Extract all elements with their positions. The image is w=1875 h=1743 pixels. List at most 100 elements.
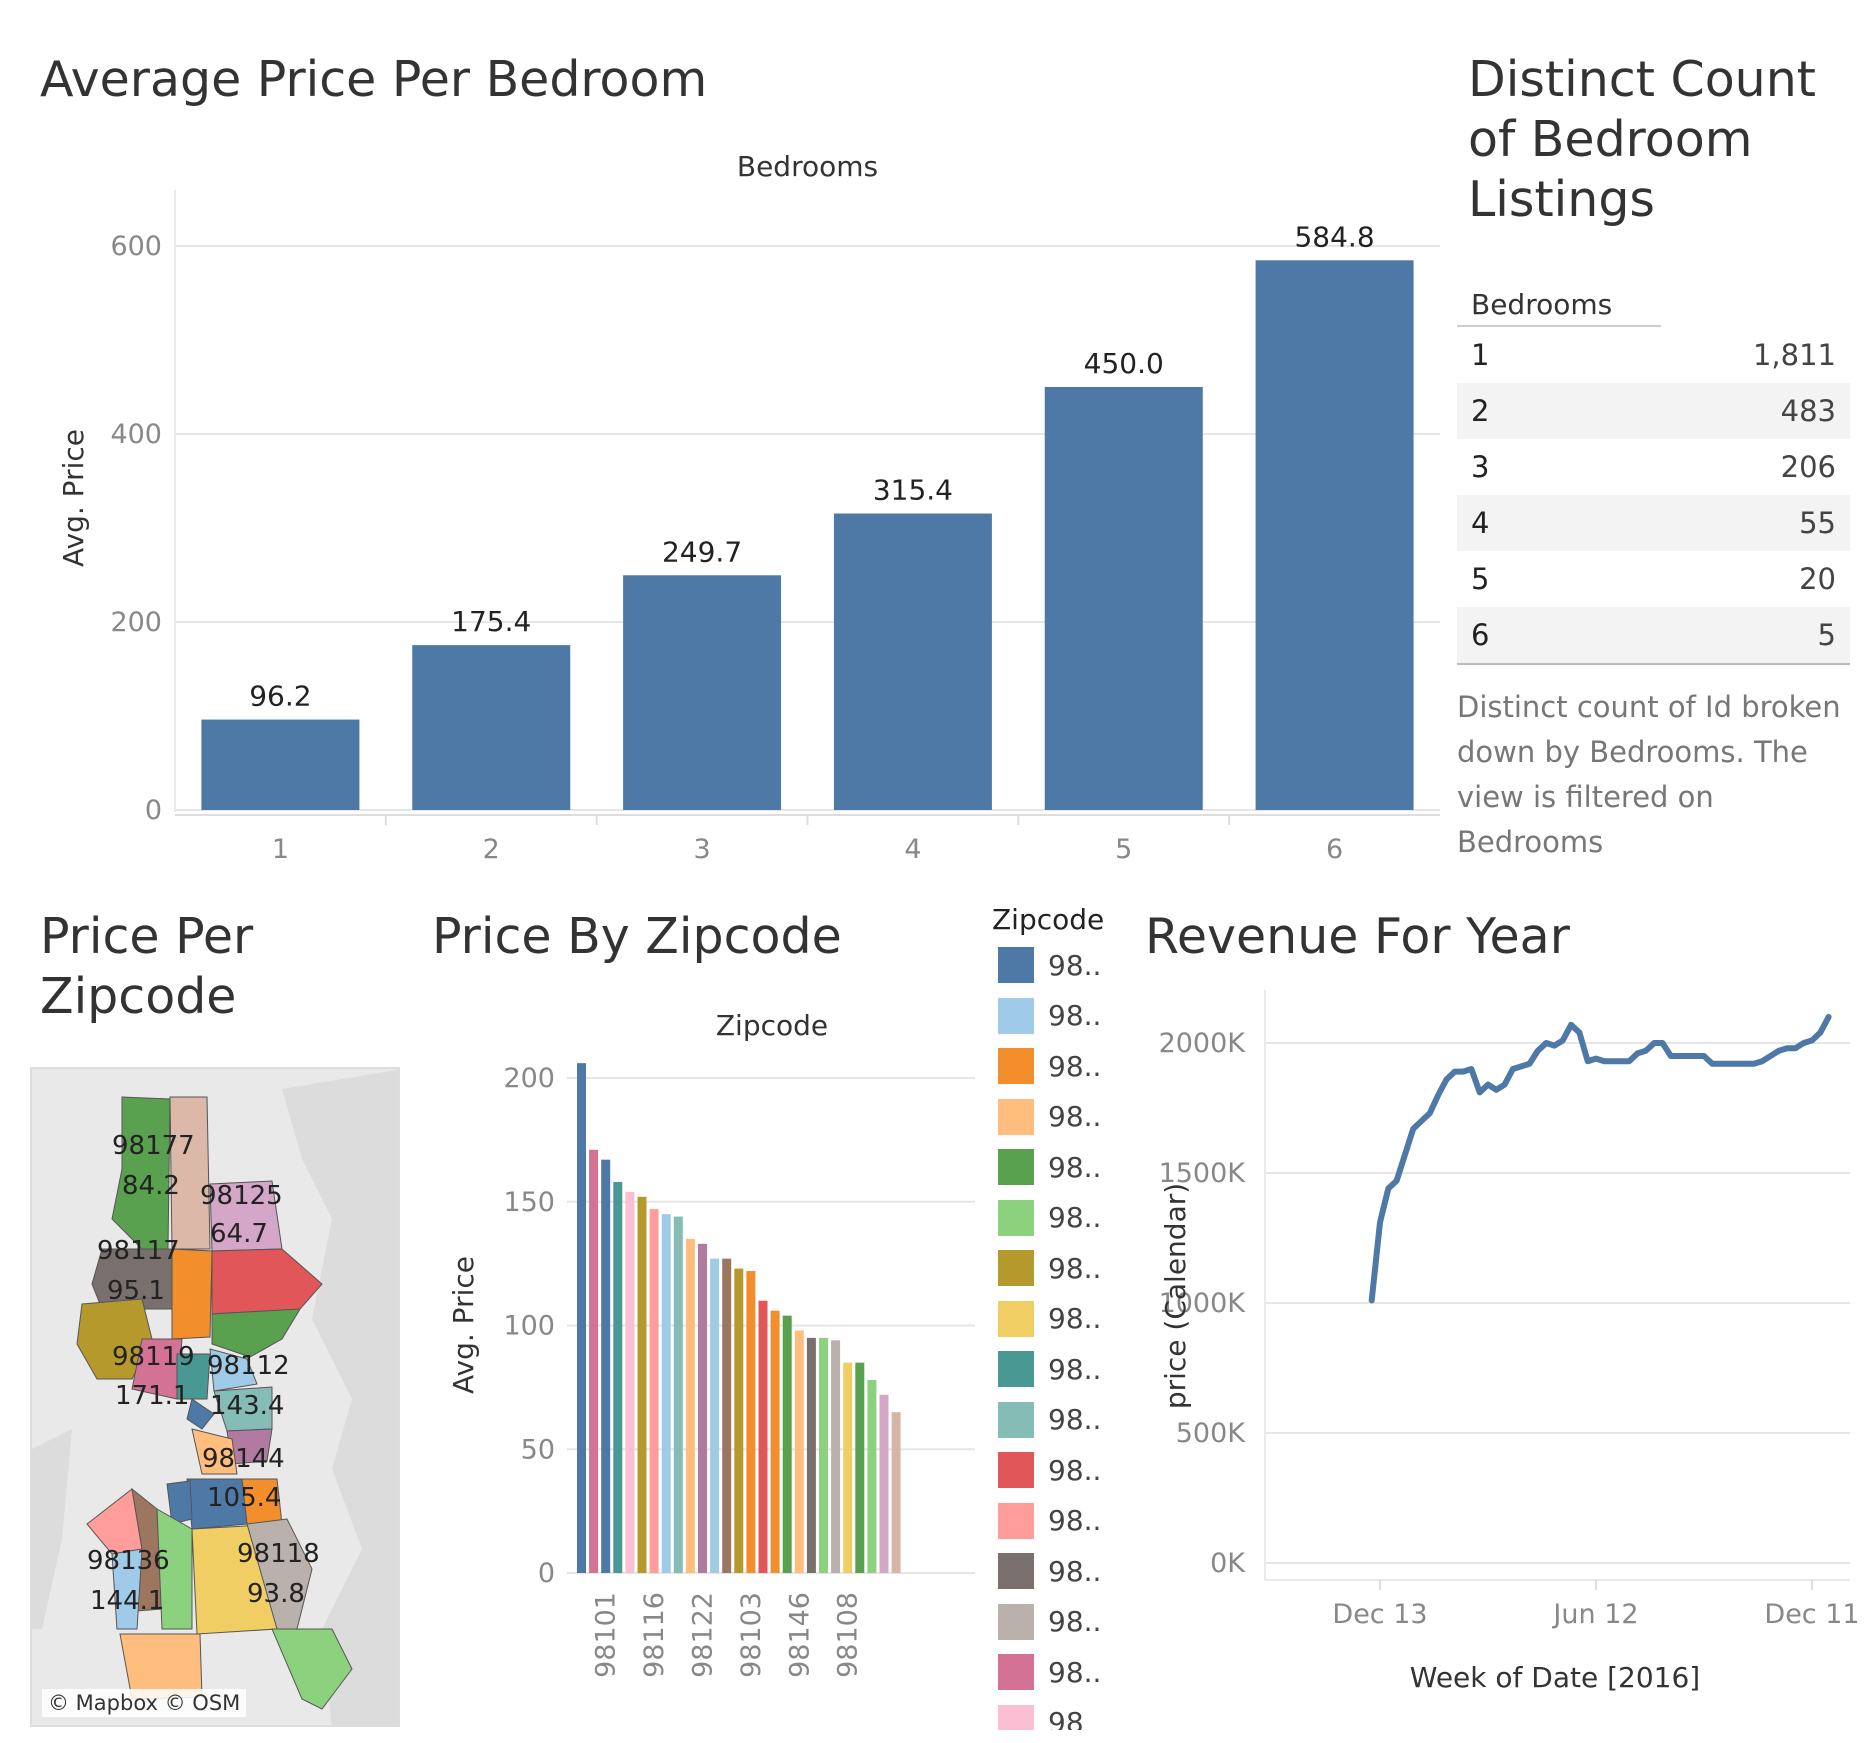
- bar-value-label: 96.2: [249, 680, 311, 713]
- legend-swatch: [998, 1149, 1034, 1186]
- x-tick-label: 6: [1326, 834, 1343, 865]
- bar: [867, 1379, 877, 1573]
- bar: [623, 575, 782, 810]
- table-key: 4: [1471, 506, 1490, 540]
- zip-chart-title: Price By Zipcode: [432, 908, 842, 965]
- table-key: 5: [1471, 562, 1490, 596]
- legend-item[interactable]: 98..: [990, 1243, 1130, 1294]
- map-zip-label: 98119: [112, 1342, 195, 1372]
- map-value-label: 95.1: [107, 1276, 165, 1306]
- x-tick-label: 98146: [784, 1592, 815, 1678]
- bar: [1044, 387, 1203, 810]
- x-tick-label: 4: [904, 834, 921, 865]
- table-value: 483: [1780, 394, 1836, 428]
- map-value-label: 171.1: [115, 1381, 189, 1411]
- legend-swatch: [998, 1351, 1034, 1388]
- bedroom-bar-chart: Bedrooms 0 200 400 600 Avg. Price 96.2 1 175.4 2 2…: [57, 150, 1440, 865]
- bar: [698, 1243, 707, 1573]
- x-tick-label: Dec 13: [1332, 1599, 1427, 1630]
- table-value: 5: [1817, 618, 1836, 652]
- table-row[interactable]: 3 206: [1457, 439, 1850, 495]
- legend-item[interactable]: 98..: [990, 1597, 1130, 1648]
- legend-swatch: [998, 1553, 1034, 1590]
- x-tick-label: Dec 11: [1764, 1599, 1859, 1630]
- x-tick-label: 98122: [688, 1592, 719, 1678]
- bar: [412, 645, 571, 810]
- y-tick-label: 500K: [1176, 1418, 1247, 1449]
- bar: [843, 1362, 853, 1573]
- legend-item[interactable]: 98..: [990, 940, 1130, 991]
- bar-value-label: 249.7: [662, 535, 742, 568]
- legend-label: 98..: [1048, 999, 1102, 1033]
- table-value: 20: [1799, 562, 1836, 596]
- legend-swatch: [998, 1098, 1034, 1135]
- legend-item[interactable]: 98..: [990, 1395, 1130, 1446]
- x-tick-label: 98101: [591, 1592, 622, 1678]
- y-tick-label: 0K: [1210, 1548, 1246, 1579]
- y-tick-label: 100: [503, 1311, 555, 1342]
- y-tick-label: 150: [503, 1187, 555, 1218]
- legend-item[interactable]: 98..: [990, 1344, 1130, 1395]
- table-key: 6: [1471, 618, 1490, 652]
- legend-label: 98..: [1048, 1403, 1102, 1437]
- map-attribution[interactable]: © Mapbox © OSM: [42, 1689, 247, 1717]
- map-zip-label: 98144: [202, 1444, 285, 1474]
- map-regions: 98177 84.2 98125 64.7 98117 95.1 98119 1…: [32, 1069, 398, 1725]
- table-row[interactable]: 4 55: [1457, 495, 1850, 551]
- zipcode-map[interactable]: 98177 84.2 98125 64.7 98117 95.1 98119 1…: [30, 1067, 400, 1727]
- legend-item[interactable]: 98..: [990, 1193, 1130, 1244]
- legend-label: 98..: [1048, 1201, 1102, 1235]
- map-zip-label: 98118: [237, 1539, 320, 1569]
- map-value-label: 93.8: [247, 1579, 305, 1609]
- y-tick-label: 0: [538, 1558, 555, 1589]
- legend-item[interactable]: 98..: [990, 1496, 1130, 1547]
- legend-item[interactable]: 98..: [990, 1546, 1130, 1597]
- y-tick-label: 200: [110, 607, 162, 638]
- bar: [746, 1271, 756, 1573]
- bar: [855, 1362, 865, 1573]
- legend-item[interactable]: 98..: [990, 1092, 1130, 1143]
- table-value: 206: [1780, 450, 1836, 484]
- revenue-title: Revenue For Year: [1145, 908, 1570, 965]
- bar: [589, 1149, 599, 1573]
- y-tick-label: 600: [110, 231, 162, 262]
- x-tick-label: 98108: [833, 1592, 864, 1678]
- map-value-label: 144.1: [90, 1586, 164, 1616]
- legend-item[interactable]: 98..: [990, 1294, 1130, 1345]
- map-value-label: 143.4: [210, 1391, 284, 1421]
- bar: [806, 1337, 816, 1573]
- table-key: 3: [1471, 450, 1490, 484]
- table-key: 1: [1471, 338, 1490, 372]
- legend-item[interactable]: 98..: [990, 991, 1130, 1042]
- table-row[interactable]: 5 20: [1457, 551, 1850, 607]
- legend-item[interactable]: 98: [990, 1698, 1130, 1730]
- legend-item[interactable]: 98..: [990, 1041, 1130, 1092]
- legend-swatch: [998, 1704, 1034, 1730]
- map-land-east: [282, 1069, 398, 1725]
- revenue-line: [1368, 1014, 1832, 1304]
- legend-label: 98..: [1048, 1655, 1102, 1689]
- legend-item[interactable]: 98..: [990, 1647, 1130, 1698]
- bar: [831, 1340, 841, 1573]
- legend-label: 98..: [1048, 1352, 1102, 1386]
- bar: [637, 1196, 647, 1573]
- legend-swatch: [998, 997, 1034, 1034]
- bar-value-label: 584.8: [1294, 220, 1374, 253]
- y-axis-title: price (Calendar): [1159, 1183, 1192, 1409]
- bar-value-label: 450.0: [1084, 347, 1164, 380]
- y-axis-title: Avg. Price: [447, 1256, 480, 1394]
- map-title: Price Per Zipcode: [40, 908, 254, 1025]
- legend-item[interactable]: 98..: [990, 1142, 1130, 1193]
- table-row[interactable]: 2 483: [1457, 383, 1850, 439]
- bar-value-label: 315.4: [873, 474, 953, 507]
- map-zip-label: 98177: [112, 1131, 195, 1161]
- bar: [577, 1063, 586, 1573]
- legend-swatch: [998, 1300, 1034, 1337]
- table-row[interactable]: 1 1,811: [1457, 327, 1850, 383]
- bar: [685, 1238, 695, 1573]
- legend-item[interactable]: 98..: [990, 1445, 1130, 1496]
- map-land-west: [32, 1429, 72, 1629]
- legend-swatch: [998, 1603, 1034, 1640]
